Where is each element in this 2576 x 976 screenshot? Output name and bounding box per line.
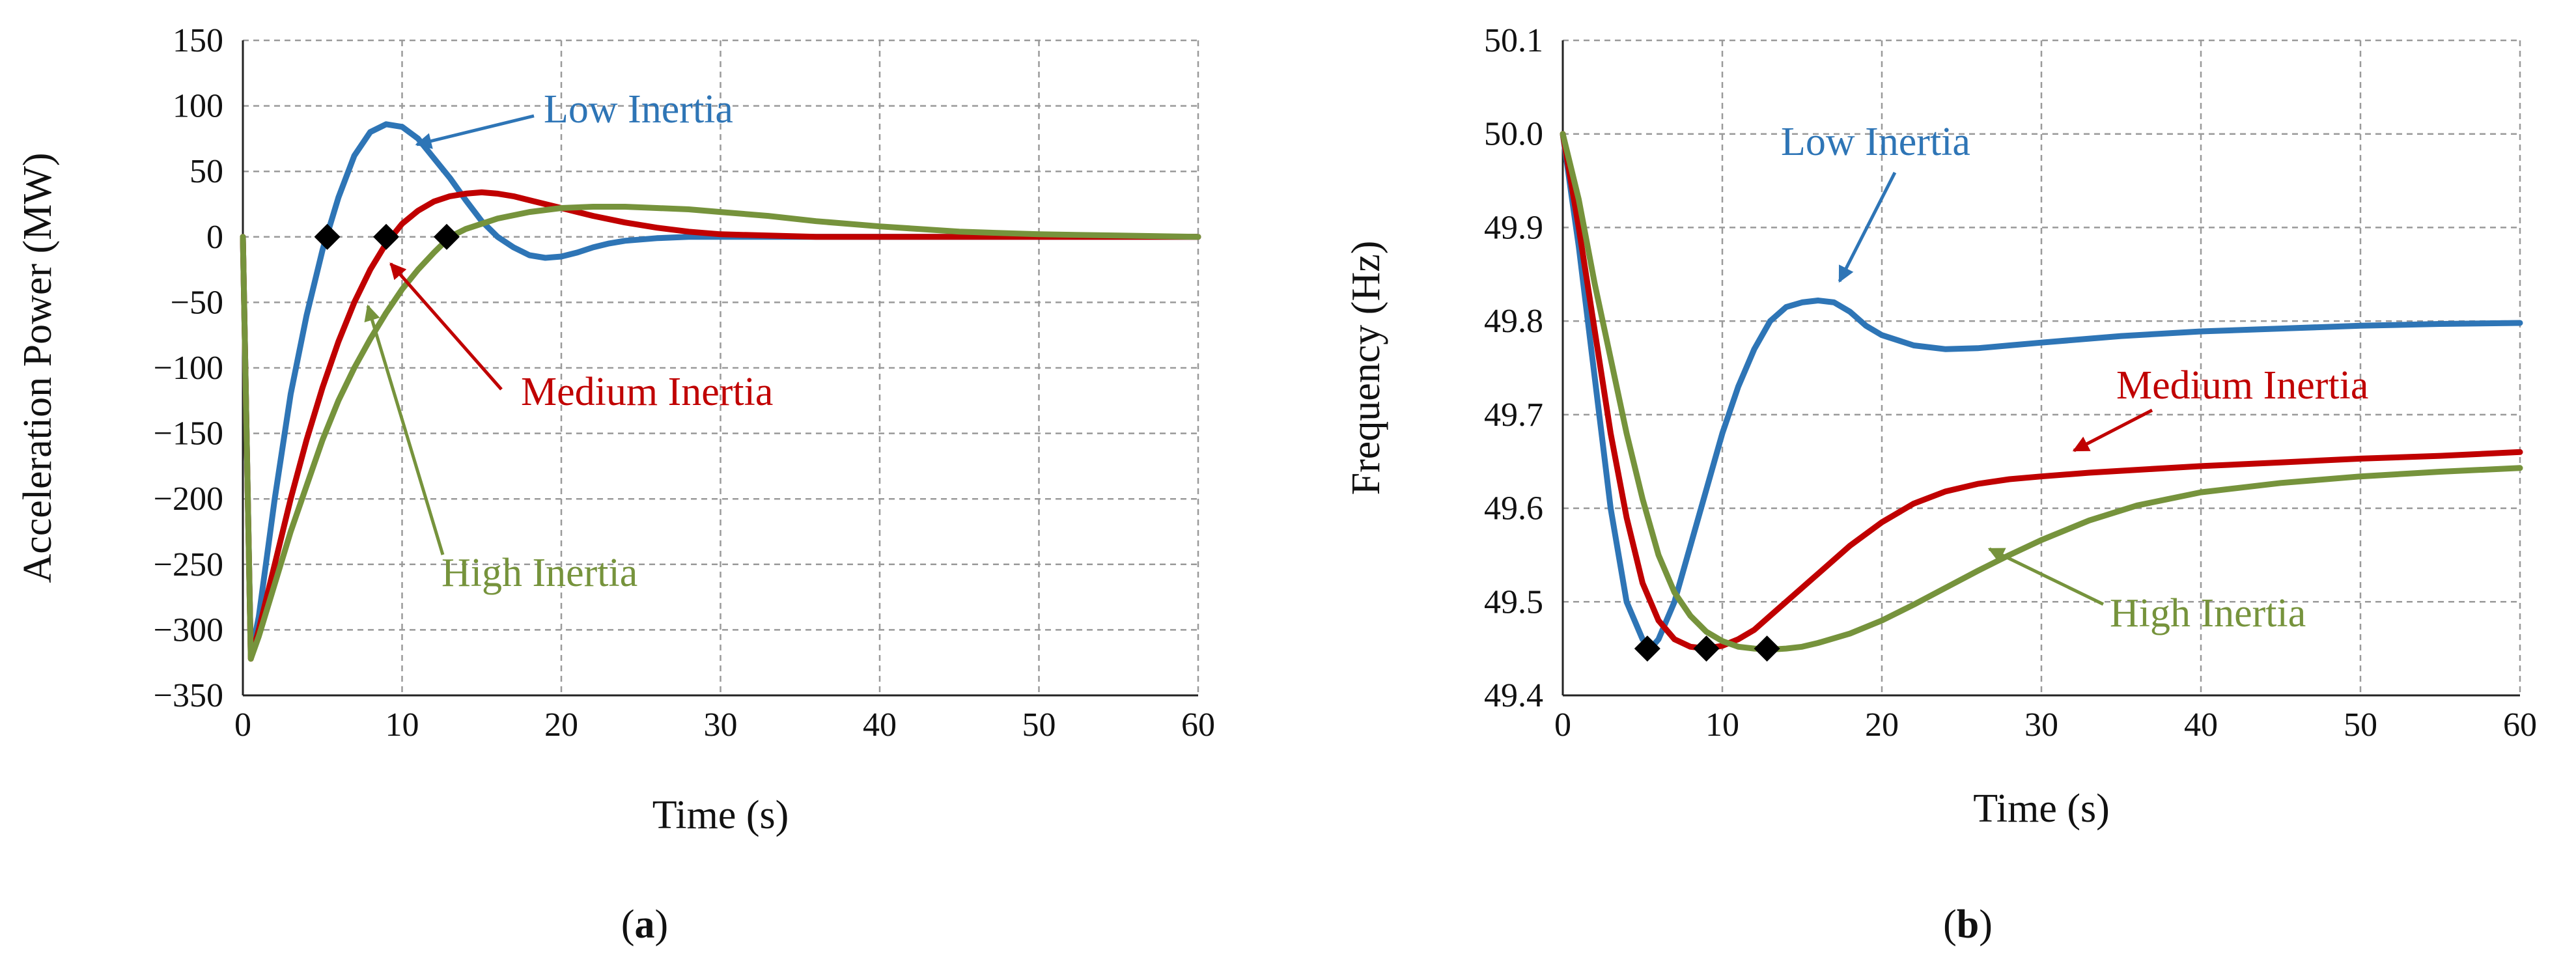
series-line-high-inertia bbox=[1560, 131, 2523, 653]
x-tick-label: 40 bbox=[2184, 706, 2218, 744]
annotation-arrow-low bbox=[1838, 171, 1897, 283]
annotation-arrow-medium bbox=[389, 262, 503, 391]
diamond-marker bbox=[314, 223, 341, 250]
y-tick-label: −250 bbox=[154, 546, 223, 583]
annotation-label-high: High Inertia bbox=[441, 551, 637, 595]
y-tick-label: 50.1 bbox=[1484, 22, 1543, 59]
y-tick-label: 100 bbox=[173, 88, 223, 125]
y-tick-label: −150 bbox=[154, 415, 223, 453]
y-tick-label: 49.5 bbox=[1484, 583, 1543, 620]
x-tick-label: 50 bbox=[2344, 706, 2377, 744]
x-axis-label: Time (s) bbox=[652, 793, 789, 837]
series-line-high-inertia bbox=[240, 204, 1201, 662]
y-tick-label: 150 bbox=[173, 22, 223, 59]
y-tick-label: 50.0 bbox=[1484, 116, 1543, 153]
y-tick-label: −100 bbox=[154, 350, 223, 387]
annotation-arrow-high bbox=[1987, 547, 2105, 606]
y-tick-label: 49.9 bbox=[1484, 209, 1543, 246]
chart-b-frequency: 0 10 20 30 40 50 60 50.1 50.0 49.9 49.8 49.7 49.6 49.… bbox=[1344, 22, 2537, 831]
y-axis-label: Frequency (Hz) bbox=[1344, 241, 1388, 495]
diamond-marker bbox=[1754, 635, 1780, 662]
series-line-medium-inertia bbox=[240, 189, 1201, 662]
x-tick-label: 10 bbox=[1705, 706, 1739, 744]
x-tick-label: 20 bbox=[1865, 706, 1899, 744]
x-tick-label: 20 bbox=[544, 706, 578, 744]
x-tick-label: 0 bbox=[234, 706, 251, 744]
annotation-label-low: Low Inertia bbox=[544, 87, 733, 132]
annotation-arrow-low bbox=[415, 114, 535, 149]
annotation-label-medium: Medium Inertia bbox=[521, 370, 773, 414]
y-tick-label: 0 bbox=[206, 219, 223, 256]
y-tick-label: −200 bbox=[154, 481, 223, 518]
x-tick-label: 10 bbox=[385, 706, 419, 744]
annotation-label-medium: Medium Inertia bbox=[2116, 363, 2368, 408]
y-axis-label: Acceleration Power (MW) bbox=[16, 152, 60, 583]
y-tick-label: 49.8 bbox=[1484, 303, 1543, 340]
annotation-arrow-high bbox=[364, 304, 445, 555]
panel-label-b: (b) bbox=[1943, 902, 1993, 947]
diamond-marker bbox=[433, 223, 460, 250]
x-tick-label: 30 bbox=[2024, 706, 2058, 744]
y-tick-label: −350 bbox=[154, 677, 223, 714]
diamond-marker bbox=[1634, 635, 1660, 662]
y-tick-label: 50 bbox=[189, 153, 223, 190]
x-tick-label: 30 bbox=[704, 706, 738, 744]
annotation-arrow-medium bbox=[2072, 408, 2153, 453]
x-axis-label: Time (s) bbox=[1973, 787, 2110, 831]
series-line-medium-inertia bbox=[1560, 131, 2523, 652]
y-tick-label: 49.6 bbox=[1484, 490, 1543, 527]
y-tick-label: −50 bbox=[171, 284, 223, 321]
y-tick-label: 49.4 bbox=[1484, 677, 1543, 714]
y-tick-label: −300 bbox=[154, 611, 223, 648]
panel-label-a: (a) bbox=[621, 902, 668, 947]
x-tick-label: 60 bbox=[1181, 706, 1215, 744]
diamond-marker bbox=[1693, 635, 1720, 662]
x-tick-label: 0 bbox=[1554, 706, 1571, 744]
x-tick-label: 50 bbox=[1022, 706, 1056, 744]
x-tick-label: 40 bbox=[863, 706, 897, 744]
x-tick-label: 60 bbox=[2503, 706, 2537, 744]
diamond-marker bbox=[373, 223, 400, 250]
annotation-label-low: Low Inertia bbox=[1781, 120, 1970, 164]
chart-a-acceleration-power: 0 10 20 30 40 50 60 150 100 50 0 −50 −100 −150 −200 −25… bbox=[16, 22, 1215, 837]
annotation-label-high: High Inertia bbox=[2110, 591, 2306, 635]
y-tick-label: 49.7 bbox=[1484, 397, 1543, 434]
